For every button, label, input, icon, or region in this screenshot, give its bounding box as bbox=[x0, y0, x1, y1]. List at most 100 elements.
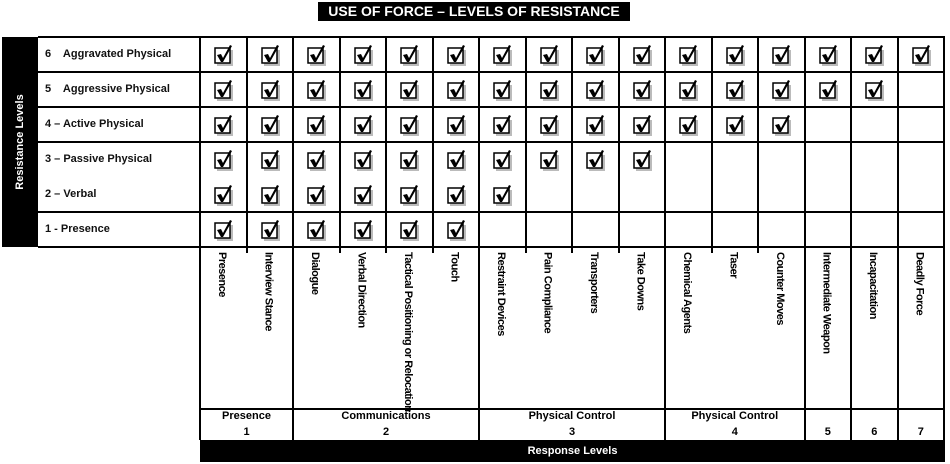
grid-line bbox=[38, 71, 945, 73]
response-label: Taser bbox=[727, 252, 740, 279]
checkmark-icon bbox=[307, 45, 327, 66]
checkmark-icon bbox=[353, 80, 374, 101]
checkmark-icon bbox=[260, 185, 281, 206]
grid-line bbox=[617, 247, 620, 253]
grid-line bbox=[38, 106, 945, 108]
resistance-levels-label: Resistance Levels bbox=[14, 94, 26, 190]
checkmark-icon bbox=[679, 80, 699, 101]
grid-line bbox=[431, 247, 434, 253]
group-divider bbox=[292, 247, 294, 440]
resistance-level-label: 4 – Active Physical bbox=[45, 118, 144, 130]
grid-line bbox=[38, 246, 945, 248]
response-group-level: 7 bbox=[917, 426, 924, 438]
checkmark-icon bbox=[446, 185, 467, 206]
response-group-name: Presence bbox=[222, 410, 271, 422]
response-label: Deadly Force bbox=[913, 252, 926, 316]
response-group-level: 6 bbox=[871, 426, 878, 438]
response-label: Intermediate Weapon bbox=[820, 252, 833, 354]
response-label: Dialogue bbox=[309, 252, 321, 295]
checkmark-icon bbox=[818, 45, 839, 66]
grid-line bbox=[38, 211, 945, 213]
checkmark-icon bbox=[353, 185, 374, 206]
group-divider bbox=[803, 247, 806, 440]
response-label: Tactical Positioning or Relocation bbox=[402, 252, 414, 412]
checkmark-icon bbox=[260, 150, 281, 171]
grid-line bbox=[338, 247, 341, 253]
checkmark-icon bbox=[493, 115, 513, 136]
checkmark-icon bbox=[260, 80, 281, 101]
checkmark-icon bbox=[632, 45, 653, 66]
checkmark-icon bbox=[539, 150, 560, 171]
response-label: Chemical Agents bbox=[681, 252, 693, 334]
response-label: Restraint Devices bbox=[495, 252, 507, 336]
grid-line bbox=[617, 37, 620, 249]
response-label: Presence bbox=[216, 252, 228, 297]
grid-line bbox=[524, 247, 527, 253]
grid-line bbox=[571, 37, 573, 249]
checkmark-icon bbox=[400, 220, 420, 241]
response-group-level: 1 bbox=[243, 426, 250, 438]
checkmark-icon bbox=[539, 45, 560, 66]
checkmark-icon bbox=[400, 115, 420, 136]
resistance-level-label: 3 – Passive Physical bbox=[45, 153, 153, 165]
checkmark-icon bbox=[911, 45, 932, 66]
group-divider bbox=[943, 247, 945, 440]
response-label: Pain Compliance bbox=[541, 252, 554, 334]
checkmark-icon bbox=[539, 115, 560, 136]
checkmark-icon bbox=[214, 80, 234, 101]
response-group: 7 bbox=[898, 410, 945, 439]
checkmark-icon bbox=[400, 150, 420, 171]
checkmark-icon bbox=[400, 45, 420, 66]
response-label: Take Downs bbox=[634, 252, 647, 311]
checkmark-icon bbox=[260, 115, 281, 136]
response-group: Presence 1 bbox=[200, 410, 293, 439]
response-group-name: Physical Control bbox=[691, 410, 779, 422]
resistance-level-label: 5 Aggressive Physical bbox=[45, 83, 170, 95]
checkmark-icon bbox=[214, 185, 234, 206]
grid-line bbox=[710, 37, 713, 249]
checkmark-icon bbox=[772, 45, 792, 66]
grid-line bbox=[245, 247, 248, 253]
checkmark-icon bbox=[260, 220, 281, 241]
checkmark-icon bbox=[632, 150, 653, 171]
checkmark-icon bbox=[725, 80, 746, 101]
checkmark-icon bbox=[679, 115, 699, 136]
resistance-level-label: 2 – Verbal bbox=[45, 188, 97, 200]
grid-line bbox=[943, 37, 945, 249]
checkmark-icon bbox=[586, 115, 606, 136]
response-label: Counter Moves bbox=[774, 252, 786, 325]
checkmark-icon bbox=[307, 115, 327, 136]
group-divider bbox=[478, 247, 480, 440]
grid-line bbox=[200, 408, 945, 410]
checkmark-icon bbox=[446, 45, 467, 66]
checkmark-icon bbox=[353, 220, 374, 241]
response-group: 6 bbox=[851, 410, 898, 439]
checkmark-icon bbox=[818, 80, 839, 101]
checkmark-icon bbox=[214, 220, 234, 241]
resistance-level-label: 6 Aggravated Physical bbox=[45, 48, 172, 60]
grid-line bbox=[803, 37, 806, 249]
checkmark-icon bbox=[446, 150, 467, 171]
resistance-level-label: 1 - Presence bbox=[45, 223, 110, 235]
response-group-level: 4 bbox=[731, 426, 738, 438]
grid-line bbox=[757, 247, 759, 253]
grid-line bbox=[385, 37, 387, 249]
checkmark-icon bbox=[586, 150, 606, 171]
grid-line bbox=[245, 37, 248, 249]
grid-line bbox=[38, 36, 945, 38]
checkmark-icon bbox=[586, 80, 606, 101]
group-divider bbox=[896, 247, 899, 440]
grid-line bbox=[710, 247, 713, 253]
checkmark-icon bbox=[353, 45, 374, 66]
checkmark-icon bbox=[493, 185, 513, 206]
checkmark-icon bbox=[353, 115, 374, 136]
checkmark-icon bbox=[865, 45, 885, 66]
response-levels-axis: Response Levels bbox=[200, 440, 945, 462]
grid-line bbox=[338, 37, 341, 249]
checkmark-icon bbox=[679, 45, 699, 66]
checkmark-icon bbox=[632, 80, 653, 101]
checkmark-icon bbox=[725, 115, 746, 136]
grid-line bbox=[850, 37, 852, 249]
response-label: Verbal Direction bbox=[355, 252, 368, 328]
grid-line bbox=[199, 37, 201, 249]
